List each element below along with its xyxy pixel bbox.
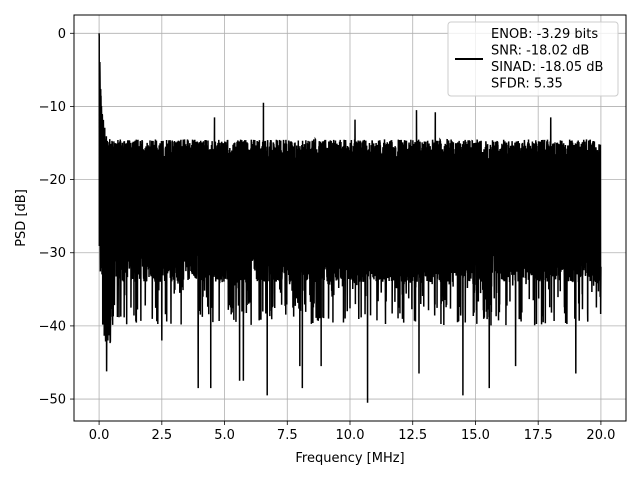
y-axis-ticks: 0 −10 −20 −30 −40 −50 bbox=[39, 27, 74, 408]
y-tick-label: −10 bbox=[39, 100, 66, 115]
legend-entry-line: SINAD: -18.05 dB bbox=[491, 60, 603, 75]
x-tick-label: 2.5 bbox=[151, 428, 172, 443]
y-tick-label: −30 bbox=[39, 246, 66, 261]
x-axis-ticks: 0.0 2.5 5.0 7.5 10.0 12.5 15.0 17.5 20.0 bbox=[89, 421, 615, 443]
y-axis-label: PSD [dB] bbox=[14, 189, 29, 247]
legend-entry-line: SNR: -18.02 dB bbox=[491, 44, 589, 59]
legend-entry-line: ENOB: -3.29 bits bbox=[491, 27, 598, 42]
x-tick-label: 0.0 bbox=[89, 428, 110, 443]
x-axis-label: Frequency [MHz] bbox=[295, 451, 404, 466]
y-tick-label: −50 bbox=[39, 393, 66, 408]
x-tick-label: 15.0 bbox=[461, 428, 490, 443]
x-tick-label: 17.5 bbox=[524, 428, 553, 443]
plot-area bbox=[98, 33, 602, 403]
x-tick-label: 20.0 bbox=[586, 428, 615, 443]
x-tick-label: 5.0 bbox=[214, 428, 235, 443]
legend-entry-line: SFDR: 5.35 bbox=[491, 77, 563, 92]
x-tick-label: 12.5 bbox=[398, 428, 427, 443]
y-tick-label: −40 bbox=[39, 319, 66, 334]
legend: ENOB: -3.29 bits SNR: -18.02 dB SINAD: -18… bbox=[447, 21, 619, 97]
x-tick-label: 10.0 bbox=[336, 428, 365, 443]
y-tick-label: 0 bbox=[58, 27, 66, 42]
legend-box bbox=[447, 21, 619, 97]
x-tick-label: 7.5 bbox=[277, 428, 298, 443]
legend-entry-label: ENOB: -3.29 bits SNR: -18.02 dB SINAD: -18… bbox=[491, 27, 603, 92]
psd-series-line bbox=[98, 33, 602, 403]
y-tick-label: −20 bbox=[39, 173, 66, 188]
